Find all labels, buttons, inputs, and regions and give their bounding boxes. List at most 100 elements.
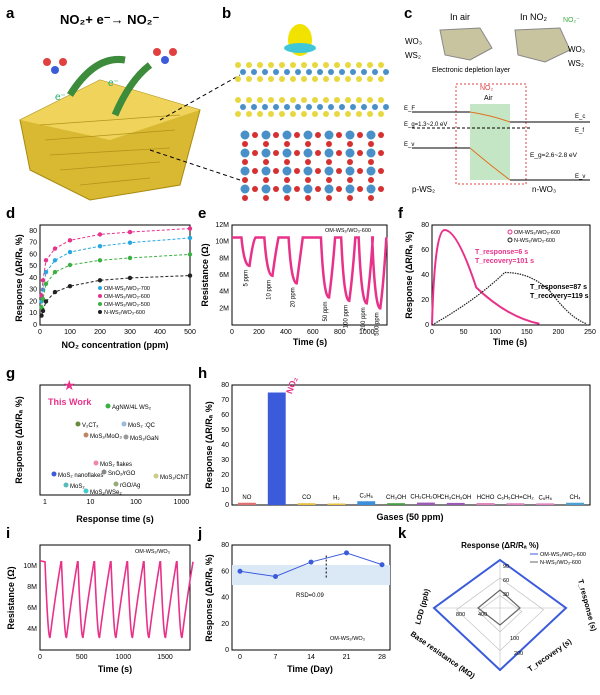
no2-ion-label: NO₂⁻ bbox=[563, 17, 580, 24]
point-g-11 bbox=[83, 488, 89, 494]
panel-label-e: e bbox=[198, 205, 206, 222]
no2-box bbox=[455, 83, 527, 185]
bar-h-0 bbox=[237, 502, 256, 505]
xtick-f: 0 bbox=[430, 329, 434, 336]
point-d-0 bbox=[43, 269, 49, 275]
legend-k-1: N-WS₂/WO₃-600 bbox=[540, 560, 581, 566]
bar-h-6 bbox=[416, 502, 435, 505]
w-atom bbox=[361, 69, 367, 75]
point-d-0 bbox=[97, 243, 103, 249]
xlabel-e: Time (s) bbox=[293, 337, 327, 347]
n-wo3-label: n-WO₃ bbox=[532, 185, 556, 194]
series-f-om bbox=[431, 228, 540, 326]
o-atom bbox=[284, 141, 290, 147]
panel-h-chart: Gases (50 ppm) Response (ΔR/Rₐ %) 0 10 20 3… bbox=[204, 375, 591, 522]
radar-tick-0: 30 bbox=[503, 592, 509, 598]
ytick-f: 80 bbox=[421, 222, 429, 229]
radar-axis-base: Base resistance (MΩ) bbox=[409, 629, 477, 681]
point-j-2 bbox=[308, 559, 314, 565]
s-atom bbox=[290, 76, 296, 82]
ytick-d: 0 bbox=[33, 322, 37, 329]
radar-tick-6: 200 bbox=[514, 651, 523, 657]
this-work-label: This Work bbox=[48, 397, 92, 407]
o-atom bbox=[347, 195, 353, 201]
electron-1: e⁻ bbox=[55, 92, 66, 103]
bar-h-4 bbox=[357, 501, 376, 505]
o-atom bbox=[378, 168, 384, 174]
xtick-f: 150 bbox=[521, 329, 533, 336]
ev-right-label: E_v bbox=[575, 174, 585, 180]
point-g-2 bbox=[121, 421, 127, 427]
ytick-h: 50 bbox=[221, 427, 229, 434]
ylabel-h: Response (ΔR/Rₐ %) bbox=[204, 401, 214, 488]
in-air-label: In air bbox=[450, 12, 470, 22]
point-g-label-5: MoS₂ nanoflakes bbox=[58, 473, 103, 479]
s-atom bbox=[301, 76, 307, 82]
panel-label-a: a bbox=[6, 5, 15, 22]
s-atom bbox=[378, 76, 384, 82]
plot-frame-h bbox=[231, 384, 591, 506]
s-atom bbox=[323, 111, 329, 117]
w-atom bbox=[345, 148, 355, 158]
o-atom bbox=[336, 132, 342, 138]
o-atom bbox=[284, 177, 290, 183]
s-atom bbox=[356, 62, 362, 68]
xlabel-g: Response time (s) bbox=[76, 514, 154, 524]
ytick-e: 12M bbox=[215, 222, 229, 229]
series-d-line-0 bbox=[41, 237, 191, 302]
ytick-h: 70 bbox=[221, 397, 229, 404]
w-atom bbox=[366, 166, 376, 176]
xtick-e: 600 bbox=[307, 329, 319, 336]
o-atom bbox=[368, 177, 374, 183]
o-atom bbox=[242, 159, 248, 165]
s-atom bbox=[334, 97, 340, 103]
point-d-2 bbox=[43, 281, 49, 287]
s-atom bbox=[301, 111, 307, 117]
radar-tick-labels: 30 60 90 400 800 100 200 bbox=[456, 564, 523, 657]
ticks-e: 0 200 400 600 800 1000 2M 4M 6M 8M 10M 12M bbox=[215, 222, 374, 336]
w-atom bbox=[324, 148, 334, 158]
o-atom bbox=[357, 186, 363, 192]
o-atom bbox=[336, 168, 342, 174]
w-atom bbox=[261, 166, 271, 176]
s-atom bbox=[378, 111, 384, 117]
s-atom bbox=[345, 97, 351, 103]
point-d-2 bbox=[67, 262, 73, 268]
ws2-layer-top bbox=[235, 62, 389, 82]
ytick-j: 0 bbox=[225, 647, 229, 654]
ytick-i: 4M bbox=[27, 626, 37, 633]
legend-d-marker-1 bbox=[98, 294, 102, 298]
xlabel-d: NO₂ concentration (ppm) bbox=[62, 340, 169, 350]
o-atom bbox=[368, 159, 374, 165]
w-atom bbox=[350, 69, 356, 75]
s-atom bbox=[334, 76, 340, 82]
t-recovery-om: T_recovery=101 s bbox=[475, 258, 534, 265]
ytick-h: 30 bbox=[221, 457, 229, 464]
bar-label-h-10: C₆H₆ bbox=[538, 495, 552, 501]
w-atom bbox=[282, 166, 292, 176]
w-atom bbox=[350, 104, 356, 110]
ytick-d: 70 bbox=[29, 240, 37, 247]
s-atom bbox=[312, 62, 318, 68]
s-atom bbox=[279, 62, 285, 68]
ytick-e: 8M bbox=[219, 255, 229, 262]
ytick-f: 40 bbox=[421, 272, 429, 279]
ef-label: E_F bbox=[404, 106, 415, 112]
radar-title: Response (ΔR/Rₐ %) bbox=[461, 541, 539, 550]
w-atom bbox=[366, 148, 376, 158]
o-atom bbox=[326, 141, 332, 147]
xtick-f: 200 bbox=[553, 329, 565, 336]
legend-f-1: N-WS₂/WO₃-600 bbox=[514, 238, 555, 244]
xtick-d: 0 bbox=[38, 329, 42, 336]
s-atom bbox=[301, 97, 307, 103]
w-atom bbox=[345, 166, 355, 176]
point-d-0 bbox=[127, 240, 133, 245]
series-d-line-2 bbox=[41, 253, 191, 308]
o-atom bbox=[305, 177, 311, 183]
ytick-h: 10 bbox=[221, 487, 229, 494]
o-atom bbox=[368, 195, 374, 201]
ytick-j: 60 bbox=[221, 568, 229, 575]
radar-tick-5: 100 bbox=[510, 636, 519, 642]
s-atom bbox=[257, 76, 263, 82]
